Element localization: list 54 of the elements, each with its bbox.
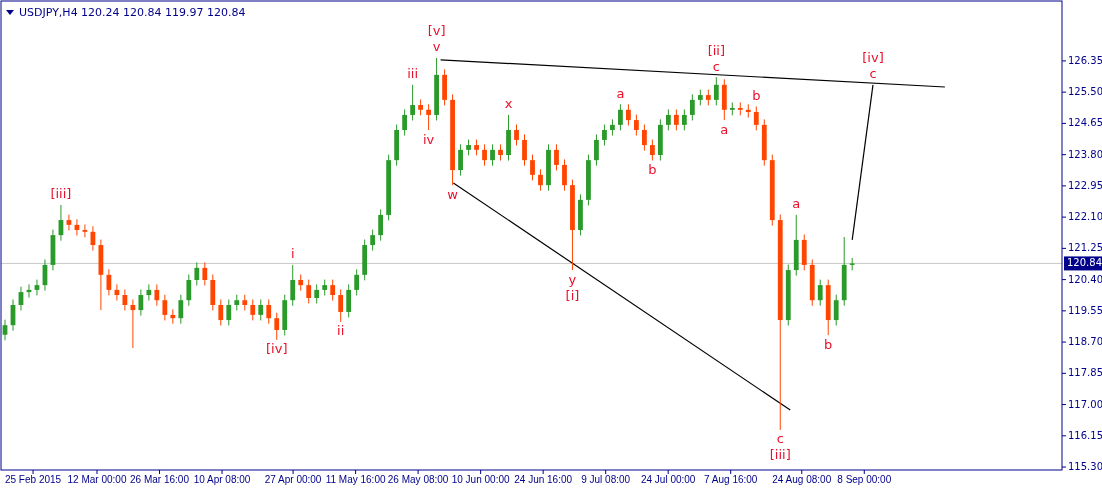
y-tick-label: 120.40 xyxy=(1068,273,1102,285)
x-tick-label: 26 Mar 16:00 xyxy=(130,474,190,485)
text: USDJPY,H4 120.24 120.84 119.97 120.84 xyxy=(19,6,246,19)
x-tick-label: 7 Aug 16:00 xyxy=(704,474,758,485)
y-tick-label: 117.85 xyxy=(1068,367,1102,379)
y-tick-label: 115.30 xyxy=(1068,461,1102,473)
annotation: i xyxy=(290,246,295,262)
y-tick-label: 117.00 xyxy=(1068,398,1102,410)
x-tick-label: 27 Apr 00:00 xyxy=(264,474,322,485)
y-tick-label: 116.15 xyxy=(1068,429,1102,441)
annotation: [i] xyxy=(565,287,580,303)
x-tick-label: 11 May 16:00 xyxy=(325,474,386,485)
annotation: b xyxy=(648,162,657,178)
annotation: c xyxy=(869,66,877,82)
annotation: v xyxy=(432,39,441,55)
annotation: a xyxy=(720,121,729,137)
x-tick-label: 25 Feb 2015 xyxy=(4,474,62,485)
annotation: [ii] xyxy=(707,42,726,58)
annotation: [iii] xyxy=(50,186,72,202)
annotation: c xyxy=(712,58,720,74)
x-tick-label: 26 May 08:00 xyxy=(387,474,449,485)
annotation: b xyxy=(752,87,761,103)
x-tick-label: 24 Aug 08:00 xyxy=(772,474,832,485)
annotation: iv xyxy=(422,131,435,147)
y-tick-label: 125.50 xyxy=(1068,86,1102,98)
ref-line-label: 120.84 xyxy=(1067,257,1102,269)
y-tick-label: 119.55 xyxy=(1068,304,1102,316)
annotation: b xyxy=(824,336,833,352)
y-tick-label: 126.35 xyxy=(1068,54,1102,66)
annotation: ii xyxy=(337,323,345,339)
x-tick-label: 9 Jul 08:00 xyxy=(581,474,631,485)
y-tick-label: 122.10 xyxy=(1068,211,1102,223)
x-tick-label: 10 Apr 08:00 xyxy=(193,474,251,485)
annotation: [v] xyxy=(427,23,446,39)
y-tick-label: 121.25 xyxy=(1068,242,1102,254)
annotation: y xyxy=(568,271,577,287)
annotation: x xyxy=(504,96,513,112)
y-tick-label: 122.95 xyxy=(1068,179,1102,191)
annotation: [iv] xyxy=(266,341,288,357)
x-tick-label: 10 Jun 00:00 xyxy=(451,474,510,485)
y-tick-label: 123.80 xyxy=(1068,148,1102,160)
y-tick-label: 118.70 xyxy=(1068,336,1102,348)
x-tick-label: 12 Mar 00:00 xyxy=(67,474,127,485)
x-tick-label: 8 Sep 00:00 xyxy=(837,474,892,485)
annotation: iii xyxy=(407,66,419,82)
annotation: a xyxy=(616,85,625,101)
annotation: w xyxy=(447,186,459,202)
y-tick-label: 124.65 xyxy=(1068,117,1102,129)
x-tick-label: 24 Jun 16:00 xyxy=(514,474,573,485)
annotation: c xyxy=(776,431,784,447)
x-tick-label: 24 Jul 00:00 xyxy=(640,474,696,485)
annotation: [iii] xyxy=(769,447,791,463)
annotation: a xyxy=(792,196,801,212)
annotation: [iv] xyxy=(862,50,884,66)
